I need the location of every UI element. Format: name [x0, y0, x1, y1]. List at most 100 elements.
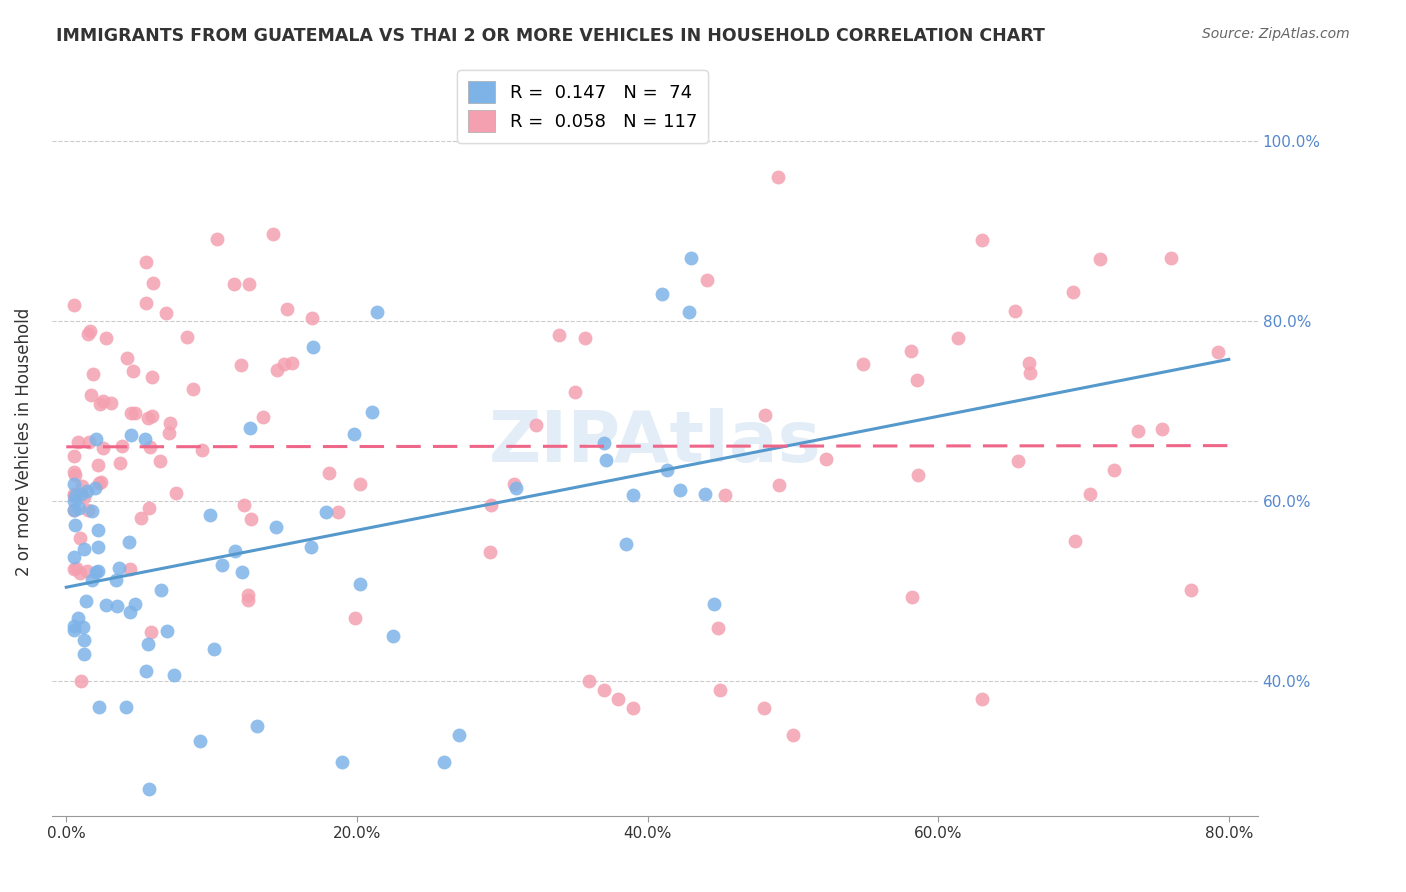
Point — [124, 406, 146, 420]
Point — [65, 561, 87, 575]
Point — [693, 487, 716, 501]
Point — [155, 306, 177, 320]
Point — [62, 494, 84, 508]
Point — [318, 466, 340, 480]
Point — [614, 536, 637, 550]
Point — [301, 340, 323, 354]
Point — [77, 503, 100, 517]
Point — [69, 673, 91, 688]
Point — [77, 327, 100, 342]
Point — [136, 637, 159, 651]
Point — [281, 356, 304, 370]
Point — [681, 251, 703, 265]
Point — [1018, 356, 1040, 370]
Point — [326, 505, 349, 519]
Point — [238, 277, 260, 291]
Point — [332, 755, 354, 769]
Point — [301, 310, 323, 325]
Point — [176, 330, 198, 344]
Point — [139, 624, 162, 639]
Point — [141, 370, 163, 384]
Point — [207, 232, 229, 246]
Point — [77, 435, 100, 450]
Point — [343, 427, 366, 442]
Point — [752, 701, 775, 715]
Point — [768, 169, 790, 184]
Point — [67, 435, 90, 450]
Point — [142, 277, 165, 291]
Point — [141, 409, 163, 423]
Point — [82, 504, 104, 518]
Point — [1160, 251, 1182, 265]
Point — [62, 503, 84, 517]
Point — [814, 451, 837, 466]
Point — [62, 298, 84, 312]
Point — [238, 421, 260, 435]
Point — [907, 468, 929, 483]
Point — [79, 324, 101, 338]
Point — [89, 476, 111, 491]
Point — [1062, 285, 1084, 299]
Point — [82, 573, 104, 587]
Point — [62, 562, 84, 576]
Point — [91, 441, 114, 455]
Point — [202, 642, 225, 657]
Point — [231, 566, 253, 580]
Point — [574, 331, 596, 345]
Point — [63, 476, 86, 491]
Point — [111, 439, 134, 453]
Point — [262, 227, 284, 242]
Point — [276, 301, 298, 316]
Point — [94, 598, 117, 612]
Point — [150, 583, 173, 598]
Point — [120, 605, 142, 619]
Point — [165, 486, 187, 500]
Point — [593, 682, 616, 697]
Point — [87, 564, 110, 578]
Point — [120, 406, 142, 420]
Point — [360, 405, 382, 419]
Point — [505, 481, 527, 495]
Point — [768, 478, 790, 492]
Point — [905, 373, 928, 387]
Point — [706, 621, 728, 635]
Legend: R =  0.147   N =  74, R =  0.058   N = 117: R = 0.147 N = 74, R = 0.058 N = 117 — [457, 70, 707, 143]
Point — [149, 454, 172, 468]
Point — [139, 440, 162, 454]
Point — [122, 363, 145, 377]
Point — [191, 442, 214, 457]
Point — [900, 590, 922, 604]
Point — [70, 487, 93, 501]
Point — [1208, 344, 1230, 359]
Point — [264, 519, 287, 533]
Point — [946, 331, 969, 345]
Point — [72, 620, 94, 634]
Point — [62, 489, 84, 503]
Point — [595, 452, 617, 467]
Point — [669, 483, 692, 498]
Point — [1019, 366, 1042, 380]
Point — [190, 734, 212, 748]
Point — [564, 385, 586, 400]
Point — [433, 755, 456, 769]
Point — [80, 388, 103, 402]
Point — [1007, 453, 1029, 467]
Point — [108, 560, 131, 574]
Point — [159, 416, 181, 430]
Point — [299, 540, 322, 554]
Point — [970, 233, 993, 247]
Point — [229, 358, 252, 372]
Point — [82, 367, 104, 381]
Point — [343, 611, 366, 625]
Point — [62, 549, 84, 564]
Point — [1090, 252, 1112, 266]
Point — [63, 465, 86, 479]
Point — [70, 478, 93, 492]
Point — [236, 588, 259, 602]
Point — [87, 699, 110, 714]
Point — [100, 396, 122, 410]
Point — [63, 518, 86, 533]
Point — [266, 363, 288, 377]
Point — [754, 408, 776, 422]
Point — [236, 593, 259, 607]
